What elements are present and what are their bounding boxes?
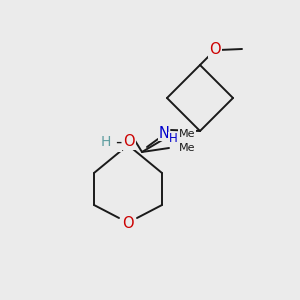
Text: H: H <box>101 135 111 149</box>
Text: Me: Me <box>179 143 196 153</box>
Text: H: H <box>169 133 177 146</box>
Text: O: O <box>209 43 221 58</box>
Text: O: O <box>123 134 135 149</box>
Text: -: - <box>115 133 121 151</box>
Text: N: N <box>159 125 170 140</box>
Text: Me: Me <box>179 129 196 139</box>
Text: O: O <box>122 215 134 230</box>
